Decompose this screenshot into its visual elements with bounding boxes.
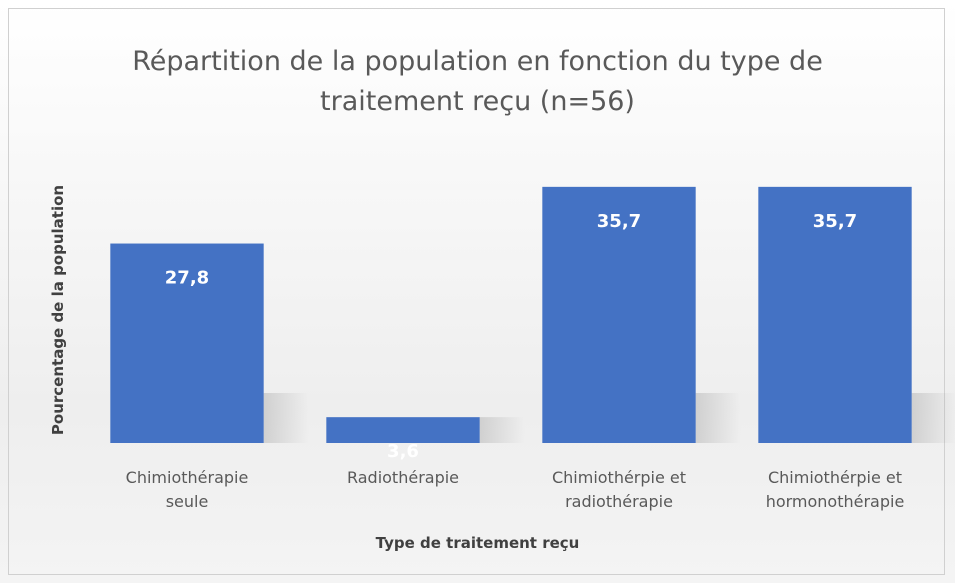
x-tick-label: Chimiothérpie et hormonothérapie — [765, 468, 905, 511]
data-label: 35,7 — [813, 211, 857, 232]
bar — [326, 417, 480, 443]
data-label: 3,6 — [387, 441, 419, 462]
bar-shadow — [263, 393, 309, 443]
bar — [110, 243, 264, 443]
data-label: 35,7 — [597, 211, 641, 232]
bar-shadow — [695, 393, 741, 443]
chart-frame — [8, 8, 945, 575]
bar-shadow — [911, 393, 955, 443]
data-label: 27,8 — [165, 268, 209, 289]
bar-shadow — [479, 417, 525, 443]
x-tick-label: Chimiothérpie et radiothérapie — [551, 468, 687, 511]
x-axis-label: Type de traitement reçu — [375, 534, 580, 552]
bar — [542, 186, 696, 444]
x-tick-label: Radiothérapie — [346, 468, 460, 487]
bar — [758, 186, 912, 444]
chart-title: Répartition de la population en fonction… — [132, 46, 823, 117]
x-tick-label: Chimiothérapie seule — [125, 468, 249, 511]
